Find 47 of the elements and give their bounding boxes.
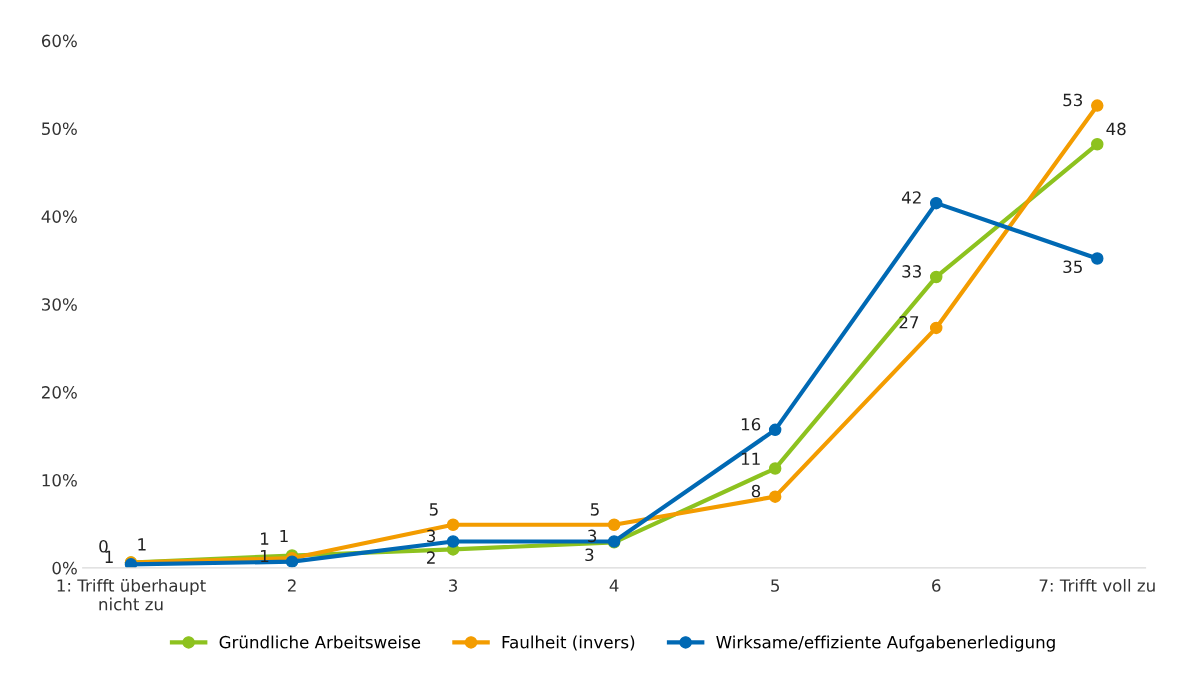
legend-label: Faulheit (invers): [502, 635, 635, 651]
x-tick-label: 1: Trifft überhaupt nicht zu: [57, 578, 206, 611]
data-label: 5: [590, 503, 599, 516]
x-tick-label: 6: [932, 579, 941, 592]
point: [929, 270, 943, 284]
data-label: 53: [1063, 93, 1083, 107]
data-label: 3: [585, 548, 594, 562]
y-tick-label: 60%: [41, 34, 77, 48]
data-label: 48: [1106, 122, 1126, 136]
point: [446, 535, 460, 548]
data-label: 2: [427, 551, 435, 564]
legend-label: Wirksame/effiziente Aufgabenerledigung: [716, 635, 1055, 652]
legend-label: Gründliche Arbeitsweise: [219, 635, 421, 649]
point: [768, 423, 782, 437]
y-tick-label: 50%: [42, 122, 77, 136]
data-label: 11: [741, 452, 760, 465]
point: [768, 462, 782, 475]
data-label: 5: [429, 503, 438, 516]
y-tick-label: 40%: [41, 210, 77, 223]
x-tick-label: 3: [449, 579, 458, 592]
y-tick-label: 20%: [41, 386, 77, 399]
point: [446, 518, 460, 532]
point: [607, 518, 621, 532]
point: [929, 196, 943, 210]
x-tick-label: 5: [771, 579, 780, 592]
point: [285, 555, 299, 568]
point: [768, 490, 782, 503]
data-label: 16: [741, 417, 761, 431]
data-label: 3: [427, 529, 436, 543]
x-tick-label: 4: [609, 579, 619, 592]
point: [929, 321, 943, 335]
y-tick-label: 30%: [42, 298, 77, 311]
data-label: 1: [138, 538, 146, 551]
data-label: 33: [902, 265, 921, 278]
x-tick-label: 7: Trifft voll zu: [1039, 578, 1155, 592]
point: [1091, 99, 1104, 112]
point: [1091, 252, 1104, 265]
point: [1091, 138, 1104, 151]
data-label: 8: [751, 484, 761, 498]
data-label: 1: [280, 529, 288, 543]
data-label: 35: [1063, 260, 1082, 274]
x-tick-label: 2: [287, 579, 296, 592]
data-label: 1: [261, 532, 269, 545]
y-tick-label: 10%: [42, 473, 77, 487]
y-tick-label: 0%: [52, 561, 77, 575]
data-label: 27: [899, 315, 919, 329]
data-label: 42: [901, 191, 921, 204]
